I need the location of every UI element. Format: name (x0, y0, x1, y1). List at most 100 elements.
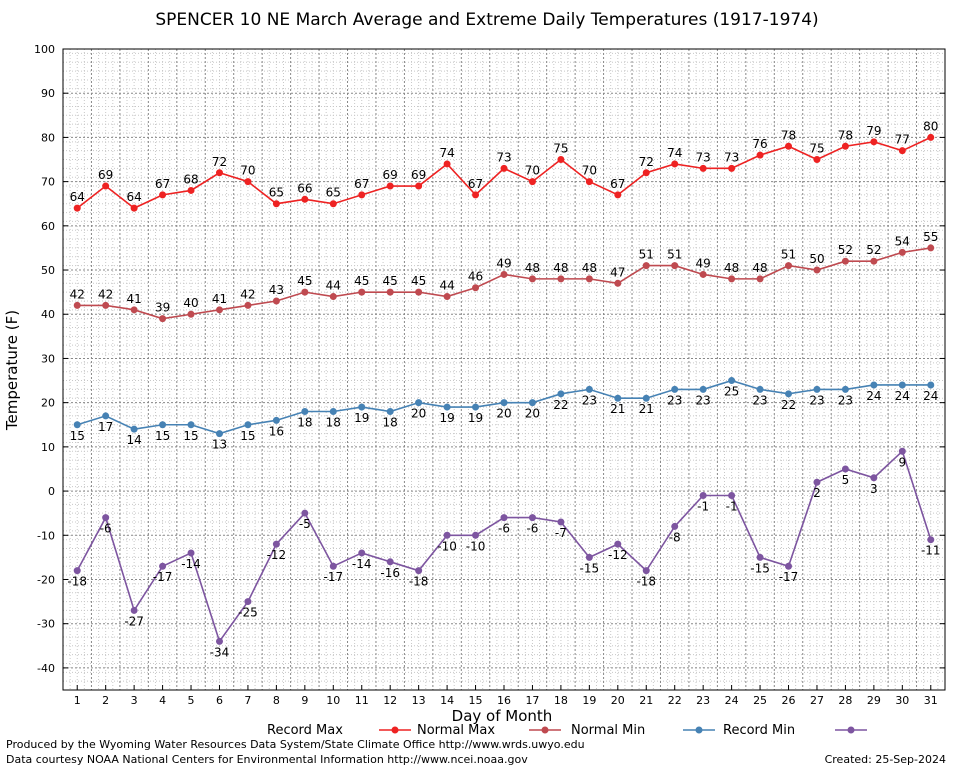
data-label-record-max: 65 (326, 186, 341, 200)
data-label-normal-min: 15 (183, 429, 198, 443)
data-label-normal-max: 51 (667, 248, 682, 262)
data-label-record-min: -17 (323, 570, 343, 584)
data-point-record-max (329, 200, 337, 208)
legend: Record Max Normal Max Normal Min Record Min (267, 723, 867, 738)
data-label-record-max: 75 (809, 142, 824, 156)
data-point-normal-min (187, 421, 195, 429)
data-label-normal-min: 22 (781, 398, 796, 412)
data-label-normal-min: 15 (155, 429, 170, 443)
y-tick-label: 70 (41, 176, 55, 189)
data-point-normal-min (898, 381, 906, 389)
data-point-record-max (813, 156, 821, 164)
data-point-normal-max (528, 275, 536, 283)
data-point-record-max (785, 142, 793, 150)
data-label-normal-min: 25 (724, 385, 739, 399)
y-tick-label: -20 (37, 573, 55, 586)
data-label-record-min: -18 (67, 575, 87, 589)
data-point-record-min (443, 531, 451, 539)
data-point-normal-min (785, 390, 793, 398)
data-label-normal-min: 23 (838, 393, 853, 407)
data-label-record-min: -6 (526, 522, 538, 536)
legend-marker (541, 726, 549, 734)
data-point-record-min (528, 514, 536, 522)
data-label-normal-max: 39 (155, 301, 170, 315)
data-label-normal-min: 16 (269, 424, 284, 438)
x-tick-label: 24 (725, 694, 739, 707)
data-label-record-max: 77 (895, 133, 910, 147)
data-label-record-min: -10 (466, 539, 486, 553)
data-label-record-max: 74 (439, 146, 454, 160)
data-label-record-min: -12 (267, 548, 287, 562)
data-point-normal-max (813, 266, 821, 274)
data-label-normal-min: 24 (866, 389, 881, 403)
data-label-normal-max: 45 (297, 274, 312, 288)
data-label-record-min: 3 (870, 482, 878, 496)
data-point-record-min (642, 567, 650, 575)
legend-marker (847, 726, 855, 734)
data-label-record-max: 78 (838, 128, 853, 142)
data-label-normal-max: 44 (326, 279, 341, 293)
y-tick-label: 100 (34, 43, 55, 56)
data-point-record-min (102, 514, 110, 522)
data-point-normal-min (358, 403, 366, 411)
y-tick-label: 50 (41, 264, 55, 277)
data-label-record-min: -10 (437, 539, 457, 553)
data-label-record-max: 70 (240, 164, 255, 178)
data-point-normal-min (728, 377, 736, 385)
y-tick-label: -30 (37, 618, 55, 631)
data-point-normal-min (443, 403, 451, 411)
data-label-record-min: -14 (181, 557, 201, 571)
data-point-record-min (159, 562, 167, 570)
data-label-record-min: -27 (124, 614, 144, 628)
data-point-record-max (130, 204, 138, 212)
data-label-normal-max: 43 (269, 283, 284, 297)
series: 64 69 64 67 68 72 70 65 66 65 67 69 69 74 67 73 70 75 70 67… (67, 119, 940, 659)
x-tick-label: 21 (639, 694, 653, 707)
data-point-record-min (301, 509, 309, 517)
data-point-record-max (73, 204, 81, 212)
data-label-normal-min: 23 (752, 393, 767, 407)
y-tick-label: 80 (41, 131, 55, 144)
data-label-record-max: 70 (525, 164, 540, 178)
data-point-record-max (358, 191, 366, 199)
data-label-normal-max: 48 (553, 261, 568, 275)
grid (63, 48, 945, 691)
data-point-record-max (756, 151, 764, 159)
x-tick-label: 13 (412, 694, 426, 707)
data-point-normal-max (870, 257, 878, 265)
data-label-normal-min: 14 (126, 433, 141, 447)
data-label-record-min: -15 (580, 561, 600, 575)
data-label-normal-min: 18 (297, 415, 312, 429)
y-tick-label: 60 (41, 220, 55, 233)
data-label-record-min: -1 (697, 499, 709, 513)
data-point-normal-min (130, 425, 138, 433)
data-point-normal-max (898, 248, 906, 256)
data-label-normal-max: 52 (838, 243, 853, 257)
data-label-record-max: 64 (70, 190, 85, 204)
data-label-record-max: 66 (297, 181, 312, 195)
data-label-record-min: -12 (608, 548, 628, 562)
data-label-normal-min: 24 (923, 389, 938, 403)
data-label-normal-max: 42 (240, 287, 255, 301)
data-point-record-min (187, 549, 195, 557)
x-tick-label: 20 (611, 694, 625, 707)
legend-label: Normal Max (417, 723, 495, 738)
y-tick-label: 0 (48, 485, 55, 498)
data-label-record-max: 70 (582, 164, 597, 178)
data-point-record-min (785, 562, 793, 570)
data-point-normal-max (159, 315, 167, 323)
data-label-normal-max: 41 (212, 292, 227, 306)
footer-created-date: Created: 25-Sep-2024 (825, 753, 946, 766)
legend-item-record-min: Record Min (723, 723, 867, 738)
data-label-normal-min: 23 (809, 393, 824, 407)
data-point-normal-max (927, 244, 935, 252)
data-point-record-min (756, 553, 764, 561)
x-tick-label: 3 (131, 694, 138, 707)
data-point-record-min (841, 465, 849, 473)
data-label-normal-min: 20 (496, 407, 511, 421)
legend-label: Record Max (267, 723, 343, 738)
data-point-record-max (500, 164, 508, 172)
data-point-record-min (500, 514, 508, 522)
data-point-normal-max (585, 275, 593, 283)
